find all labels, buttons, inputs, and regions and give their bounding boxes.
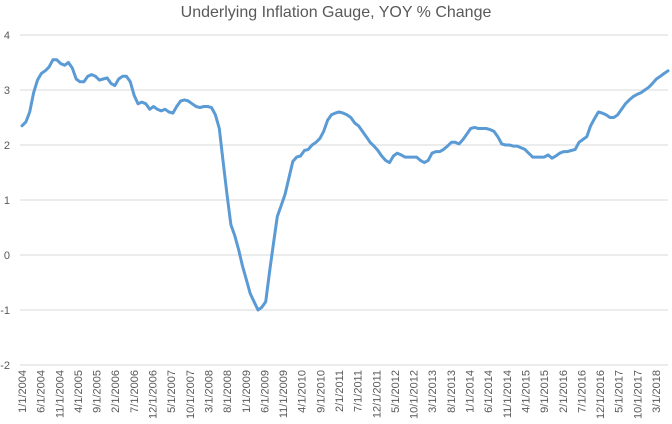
x-tick-label: 9/1/2005: [92, 370, 104, 413]
x-tick-label: 10/1/2017: [632, 370, 644, 419]
x-tick-label: 5/1/2017: [614, 370, 626, 413]
x-tick-label: 1/1/2014: [465, 370, 477, 413]
x-tick-label: 5/1/2012: [390, 370, 402, 413]
x-tick-label: 6/1/2009: [259, 370, 271, 413]
x-tick-label: 3/1/2008: [203, 370, 215, 413]
series-line: [20, 58, 670, 312]
x-tick-label: 2/1/2011: [334, 370, 346, 412]
x-tick-label: 6/1/2004: [36, 370, 48, 413]
y-tick-label: 0: [4, 250, 10, 262]
x-tick-label: 2/1/2006: [110, 370, 122, 413]
y-tick-label: -1: [0, 305, 10, 317]
x-tick-label: 4/1/2005: [73, 370, 85, 413]
x-tick-label: 12/1/2011: [371, 370, 383, 418]
x-tick-label: 8/1/2013: [446, 370, 458, 413]
x-tick-label: 4/1/2010: [297, 370, 309, 413]
y-tick-label: 4: [4, 30, 10, 42]
chart-title: Underlying Inflation Gauge, YOY % Change: [181, 4, 492, 21]
x-tick-label: 3/1/2018: [651, 370, 663, 413]
y-tick-label: -2: [0, 360, 10, 372]
x-tick-label: 1/1/2009: [241, 370, 253, 413]
gridlines: [20, 34, 668, 366]
y-tick-label: 1: [4, 195, 10, 207]
x-tick-label: 5/1/2007: [166, 370, 178, 413]
y-tick-label: 3: [4, 85, 10, 97]
x-tick-label: 2/1/2016: [558, 370, 570, 413]
x-tick-label: 1/1/2004: [17, 370, 29, 413]
x-tick-label: 8/1/2008: [222, 370, 234, 413]
x-tick-label: 11/1/2009: [278, 370, 290, 418]
x-tick-label: 10/1/2012: [409, 370, 421, 419]
x-tick-label: 6/1/2014: [483, 370, 495, 413]
x-tick-label: 11/1/2004: [54, 370, 66, 418]
x-tick-label: 7/1/2006: [129, 370, 141, 413]
y-tick-label: 2: [4, 140, 10, 152]
x-tick-label: 9/1/2015: [539, 370, 551, 413]
x-tick-label: 7/1/2016: [576, 370, 588, 413]
x-tick-label: 3/1/2013: [427, 370, 439, 413]
x-tick-label: 4/1/2015: [520, 370, 532, 413]
x-tick-label: 12/1/2006: [148, 370, 160, 419]
y-axis-tick-labels: 4 3 2 1 0 -1 -2: [0, 30, 10, 372]
x-tick-label: 9/1/2010: [315, 370, 327, 413]
x-tick-label: 7/1/2011: [353, 370, 365, 412]
x-tick-label: 12/1/2016: [595, 370, 607, 419]
x-tick-label: 11/1/2014: [502, 370, 514, 418]
x-axis-tick-labels: 1/1/2004 6/1/2004 11/1/2004 4/1/2005 9/1/200…: [17, 370, 663, 419]
x-tick-label: 10/1/2007: [185, 370, 197, 419]
